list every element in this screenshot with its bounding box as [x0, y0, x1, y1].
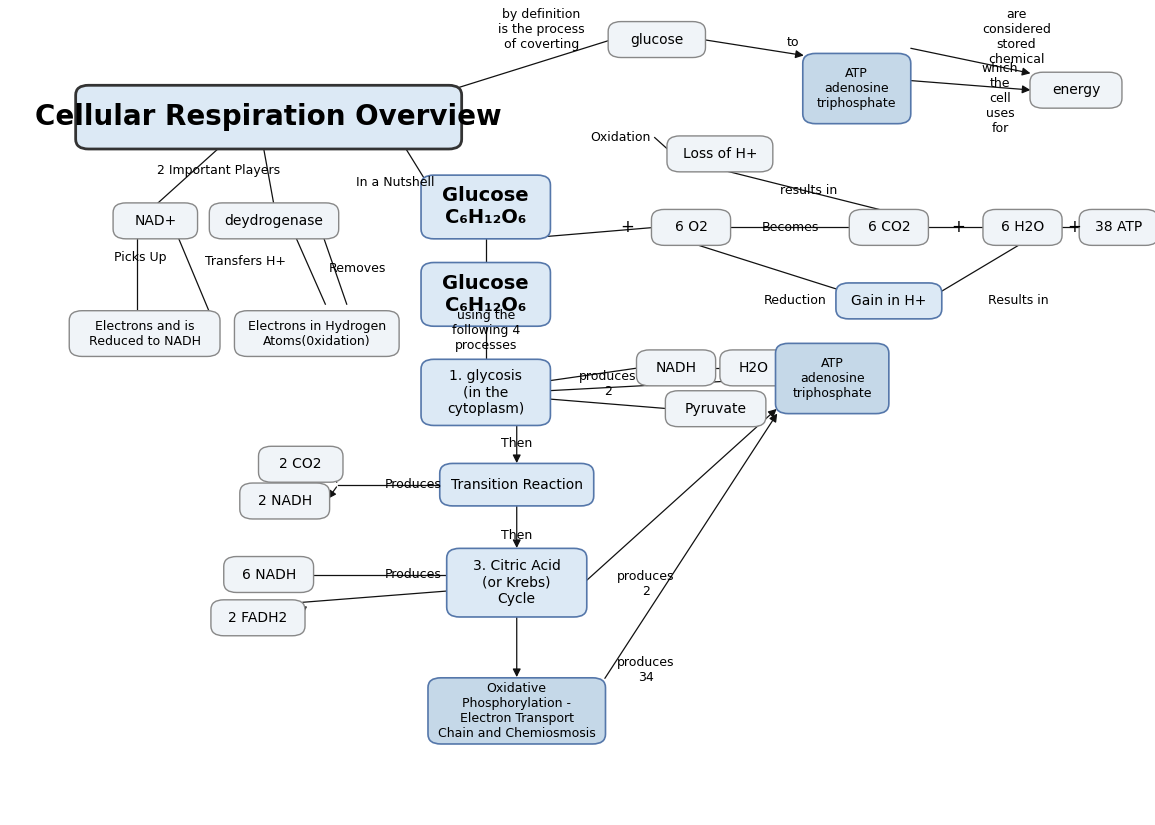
Text: produces
2: produces 2	[618, 570, 675, 598]
Text: Reduction: Reduction	[765, 295, 827, 308]
Text: 2 FADH2: 2 FADH2	[229, 610, 288, 625]
Text: +: +	[952, 219, 966, 237]
FancyBboxPatch shape	[440, 464, 594, 506]
Text: Oxidation: Oxidation	[590, 131, 650, 144]
FancyBboxPatch shape	[76, 85, 462, 149]
Text: deydrogenase: deydrogenase	[224, 214, 323, 228]
Text: Removes: Removes	[329, 262, 386, 275]
FancyBboxPatch shape	[211, 600, 305, 636]
Text: Gain in H+: Gain in H+	[851, 294, 926, 308]
FancyBboxPatch shape	[636, 350, 716, 386]
FancyBboxPatch shape	[224, 557, 313, 592]
Text: 1. glycosis
(in the
cytoplasm): 1. glycosis (in the cytoplasm)	[447, 369, 524, 416]
Text: Picks Up: Picks Up	[114, 251, 166, 264]
Text: are
considered
stored
chemical: are considered stored chemical	[982, 8, 1051, 66]
FancyBboxPatch shape	[836, 283, 941, 319]
Text: Glucose
C₆H₁₂O₆: Glucose C₆H₁₂O₆	[442, 186, 529, 228]
Text: glucose: glucose	[631, 32, 684, 46]
Text: ATP
adenosine
triphosphate: ATP adenosine triphosphate	[792, 357, 872, 400]
FancyBboxPatch shape	[665, 391, 766, 427]
Text: Electrons in Hydrogen
Atoms(0xidation): Electrons in Hydrogen Atoms(0xidation)	[247, 319, 386, 347]
Text: using the
following 4
processes: using the following 4 processes	[452, 309, 520, 351]
Text: ATP
adenosine
triphosphate: ATP adenosine triphosphate	[817, 67, 896, 110]
Text: produces
2: produces 2	[579, 370, 636, 398]
Text: produces
34: produces 34	[618, 656, 675, 684]
Text: Transition Reaction: Transition Reaction	[450, 478, 583, 492]
FancyBboxPatch shape	[113, 203, 198, 238]
FancyBboxPatch shape	[666, 136, 773, 172]
Text: Glucose
C₆H₁₂O₆: Glucose C₆H₁₂O₆	[442, 274, 529, 315]
Text: +: +	[1067, 219, 1081, 237]
FancyBboxPatch shape	[234, 311, 400, 356]
FancyBboxPatch shape	[429, 678, 605, 744]
Text: NAD+: NAD+	[134, 214, 177, 228]
Text: energy: energy	[1052, 83, 1101, 97]
Text: Electrons and is
Reduced to NADH: Electrons and is Reduced to NADH	[89, 319, 201, 347]
Text: Produces: Produces	[385, 568, 441, 581]
FancyBboxPatch shape	[69, 311, 219, 356]
FancyBboxPatch shape	[240, 483, 329, 519]
Text: Transfers H+: Transfers H+	[204, 255, 285, 268]
Text: 6 O2: 6 O2	[675, 220, 708, 234]
Text: +: +	[620, 219, 634, 237]
Text: Cellular Respiration Overview: Cellular Respiration Overview	[36, 103, 502, 131]
FancyBboxPatch shape	[720, 350, 789, 386]
Text: Results in: Results in	[989, 295, 1049, 308]
FancyBboxPatch shape	[775, 343, 889, 413]
Text: Produces: Produces	[385, 478, 441, 491]
Text: 3. Citric Acid
(or Krebs)
Cycle: 3. Citric Acid (or Krebs) Cycle	[472, 559, 560, 606]
Text: 6 NADH: 6 NADH	[241, 568, 296, 582]
Text: 6 CO2: 6 CO2	[867, 220, 910, 234]
FancyBboxPatch shape	[422, 175, 551, 238]
Text: 2 Important Players: 2 Important Players	[157, 163, 280, 177]
Text: 2 CO2: 2 CO2	[280, 457, 322, 471]
FancyBboxPatch shape	[1079, 210, 1155, 245]
Text: Then: Then	[501, 529, 532, 542]
Text: Oxidative
Phosphorylation -
Electron Transport
Chain and Chemiosmosis: Oxidative Phosphorylation - Electron Tra…	[438, 682, 596, 740]
Text: NADH: NADH	[656, 361, 696, 375]
Text: to: to	[787, 35, 799, 49]
Text: 38 ATP: 38 ATP	[1095, 220, 1142, 234]
FancyBboxPatch shape	[983, 210, 1063, 245]
FancyBboxPatch shape	[651, 210, 731, 245]
Text: In a Nutshell: In a Nutshell	[356, 176, 434, 189]
Text: 6 H2O: 6 H2O	[1001, 220, 1044, 234]
FancyBboxPatch shape	[803, 54, 911, 124]
FancyBboxPatch shape	[849, 210, 929, 245]
Text: Then: Then	[501, 436, 532, 450]
FancyBboxPatch shape	[422, 360, 551, 426]
Text: 2 NADH: 2 NADH	[258, 494, 312, 508]
Text: results in: results in	[780, 184, 837, 197]
Text: Becomes: Becomes	[762, 221, 819, 234]
Text: Loss of H+: Loss of H+	[683, 147, 758, 161]
Text: which
the
cell
uses
for: which the cell uses for	[982, 62, 1019, 134]
FancyBboxPatch shape	[422, 262, 551, 326]
FancyBboxPatch shape	[447, 549, 587, 617]
FancyBboxPatch shape	[1030, 73, 1122, 108]
FancyBboxPatch shape	[209, 203, 338, 238]
Text: H2O: H2O	[739, 361, 769, 375]
FancyBboxPatch shape	[609, 21, 706, 58]
FancyBboxPatch shape	[259, 446, 343, 483]
Text: Pyruvate: Pyruvate	[685, 402, 746, 416]
Text: by definition
is the process
of coverting: by definition is the process of covertin…	[498, 8, 584, 51]
